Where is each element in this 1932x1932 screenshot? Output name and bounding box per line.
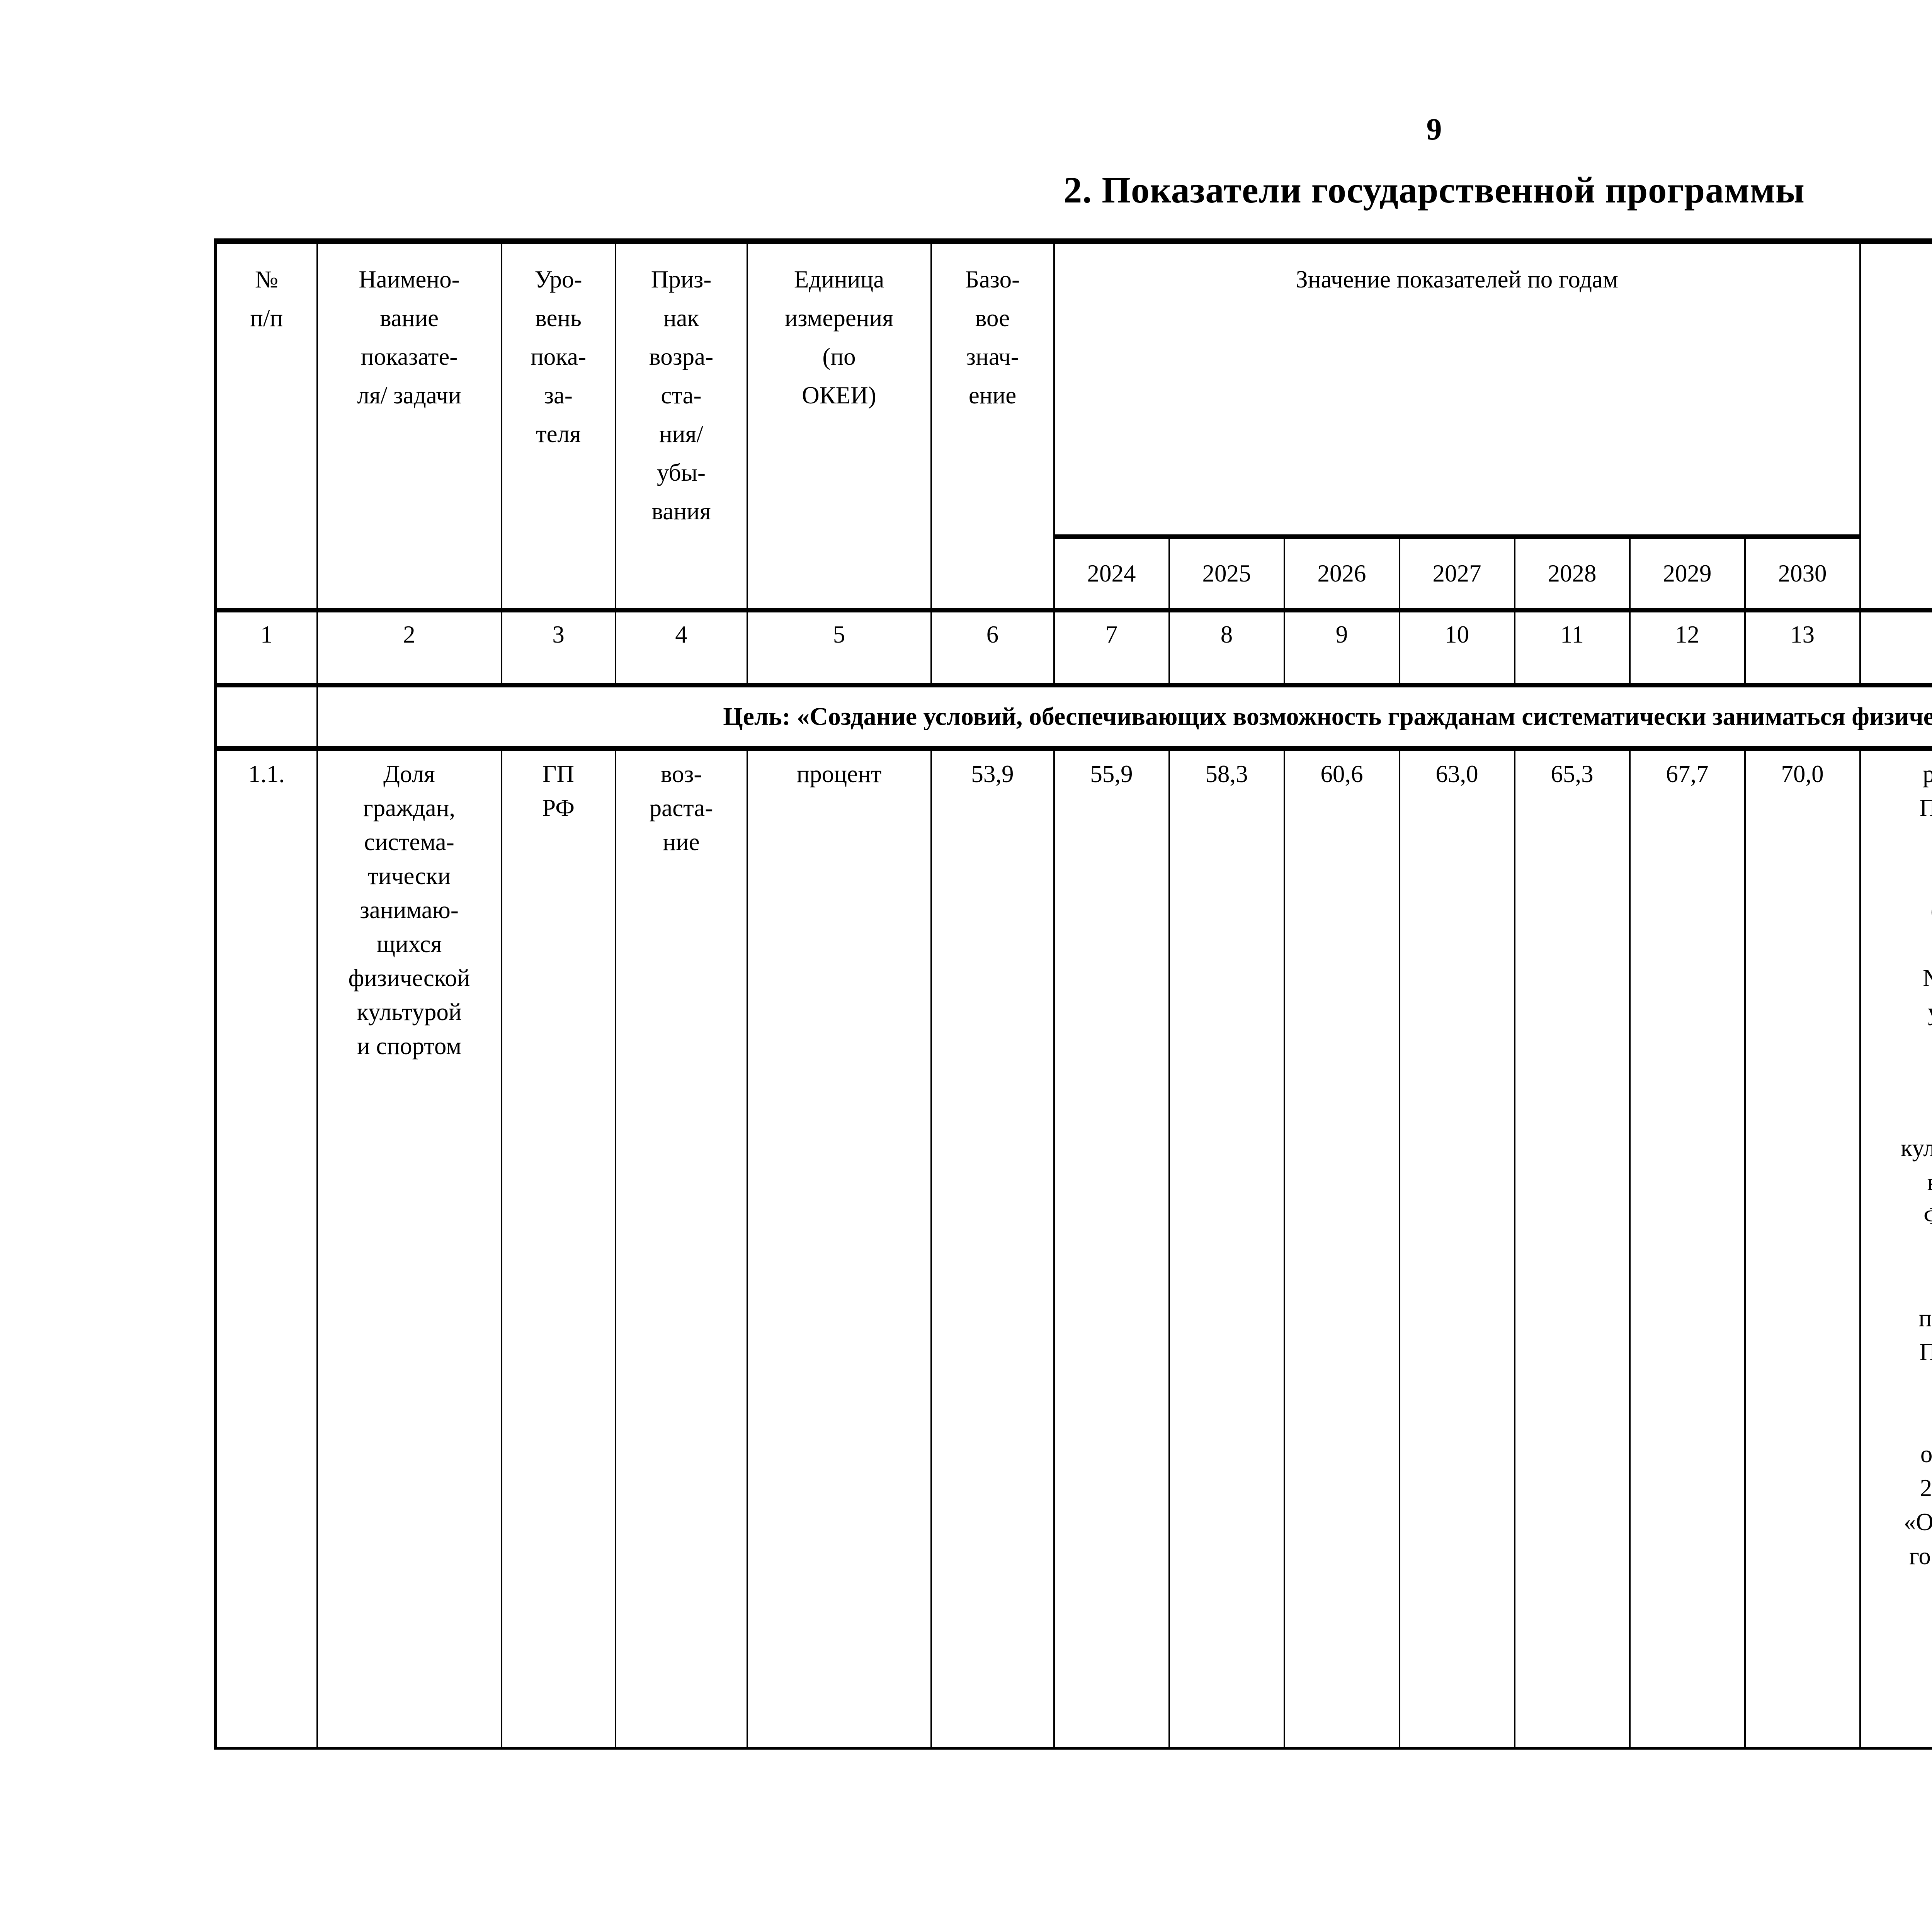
column-number-6: 6 [931, 610, 1054, 685]
column-number-5: 5 [747, 610, 931, 685]
column-number-10: 10 [1400, 610, 1515, 685]
header-col-document: Документ [1860, 241, 1932, 610]
row-1-1-trend: воз- раста- ние [616, 748, 747, 1748]
header-col-years-group: Значение показателей по годам [1054, 241, 1860, 537]
row-1-1-num: 1.1. [216, 748, 317, 1748]
row-1-1-value-2030: 70,0 [1745, 748, 1860, 1748]
header-year-2026: 2026 [1284, 537, 1400, 610]
header-year-2030: 2030 [1745, 537, 1860, 610]
column-number-3: 3 [502, 610, 616, 685]
column-number-7: 7 [1054, 610, 1169, 685]
goal-text: Цель: «Создание условий, обеспечивающих … [317, 685, 1932, 748]
page-number: 9 [214, 112, 1932, 147]
column-number-4: 4 [616, 610, 747, 685]
header-year-2028: 2028 [1515, 537, 1630, 610]
row-1-1-document: распоряжение Правительства Российской Фе… [1860, 748, 1932, 1748]
row-1-1-value-2026: 60,6 [1284, 748, 1400, 1748]
header-col-trend: Приз- нак возра- ста- ния/ убы- вания [616, 241, 747, 610]
row-1-1-base-value: 53,9 [931, 748, 1054, 1748]
goal-row-empty-cell [216, 685, 317, 748]
row-1-1-level: ГП РФ [502, 748, 616, 1748]
row-1-1-value-2028: 65,3 [1515, 748, 1630, 1748]
indicators-table: № п/п Наимено- вание показате- ля/ задач… [214, 238, 1932, 1750]
row-1-1-value-2029: 67,7 [1630, 748, 1745, 1748]
header-col-num: № п/п [216, 241, 317, 610]
column-number-2: 2 [317, 610, 502, 685]
header-year-2025: 2025 [1169, 537, 1284, 610]
table-header-row: № п/п Наимено- вание показате- ля/ задач… [216, 241, 1932, 537]
header-year-2029: 2029 [1630, 537, 1745, 610]
row-1-1-value-2025: 58,3 [1169, 748, 1284, 1748]
column-numbers-row: 1 2 3 4 5 6 7 8 9 10 11 12 13 14 15 16 1… [216, 610, 1932, 685]
header-col-level: Уро- вень пока- за- теля [502, 241, 616, 610]
page-title: 2. Показатели государственной программы [214, 168, 1932, 211]
column-number-8: 8 [1169, 610, 1284, 685]
header-col-base: Базо- вое знач- ение [931, 241, 1054, 610]
column-number-1: 1 [216, 610, 317, 685]
column-number-14: 14 [1860, 610, 1932, 685]
column-number-11: 11 [1515, 610, 1630, 685]
column-number-9: 9 [1284, 610, 1400, 685]
header-year-2027: 2027 [1400, 537, 1515, 610]
row-1-1-value-2027: 63,0 [1400, 748, 1515, 1748]
indicator-row-1-1: 1.1. Доля граждан, система- тически зани… [216, 748, 1932, 1748]
row-1-1-name: Доля граждан, система- тически занимаю- … [317, 748, 502, 1748]
row-1-1-value-2024: 55,9 [1054, 748, 1169, 1748]
column-number-12: 12 [1630, 610, 1745, 685]
row-1-1-unit: процент [747, 748, 931, 1748]
goal-row: Цель: «Создание условий, обеспечивающих … [216, 685, 1932, 748]
header-col-unit: Единица измерения (по ОКЕИ) [747, 241, 931, 610]
header-year-2024: 2024 [1054, 537, 1169, 610]
header-col-name: Наимено- вание показате- ля/ задачи [317, 241, 502, 610]
column-number-13: 13 [1745, 610, 1860, 685]
